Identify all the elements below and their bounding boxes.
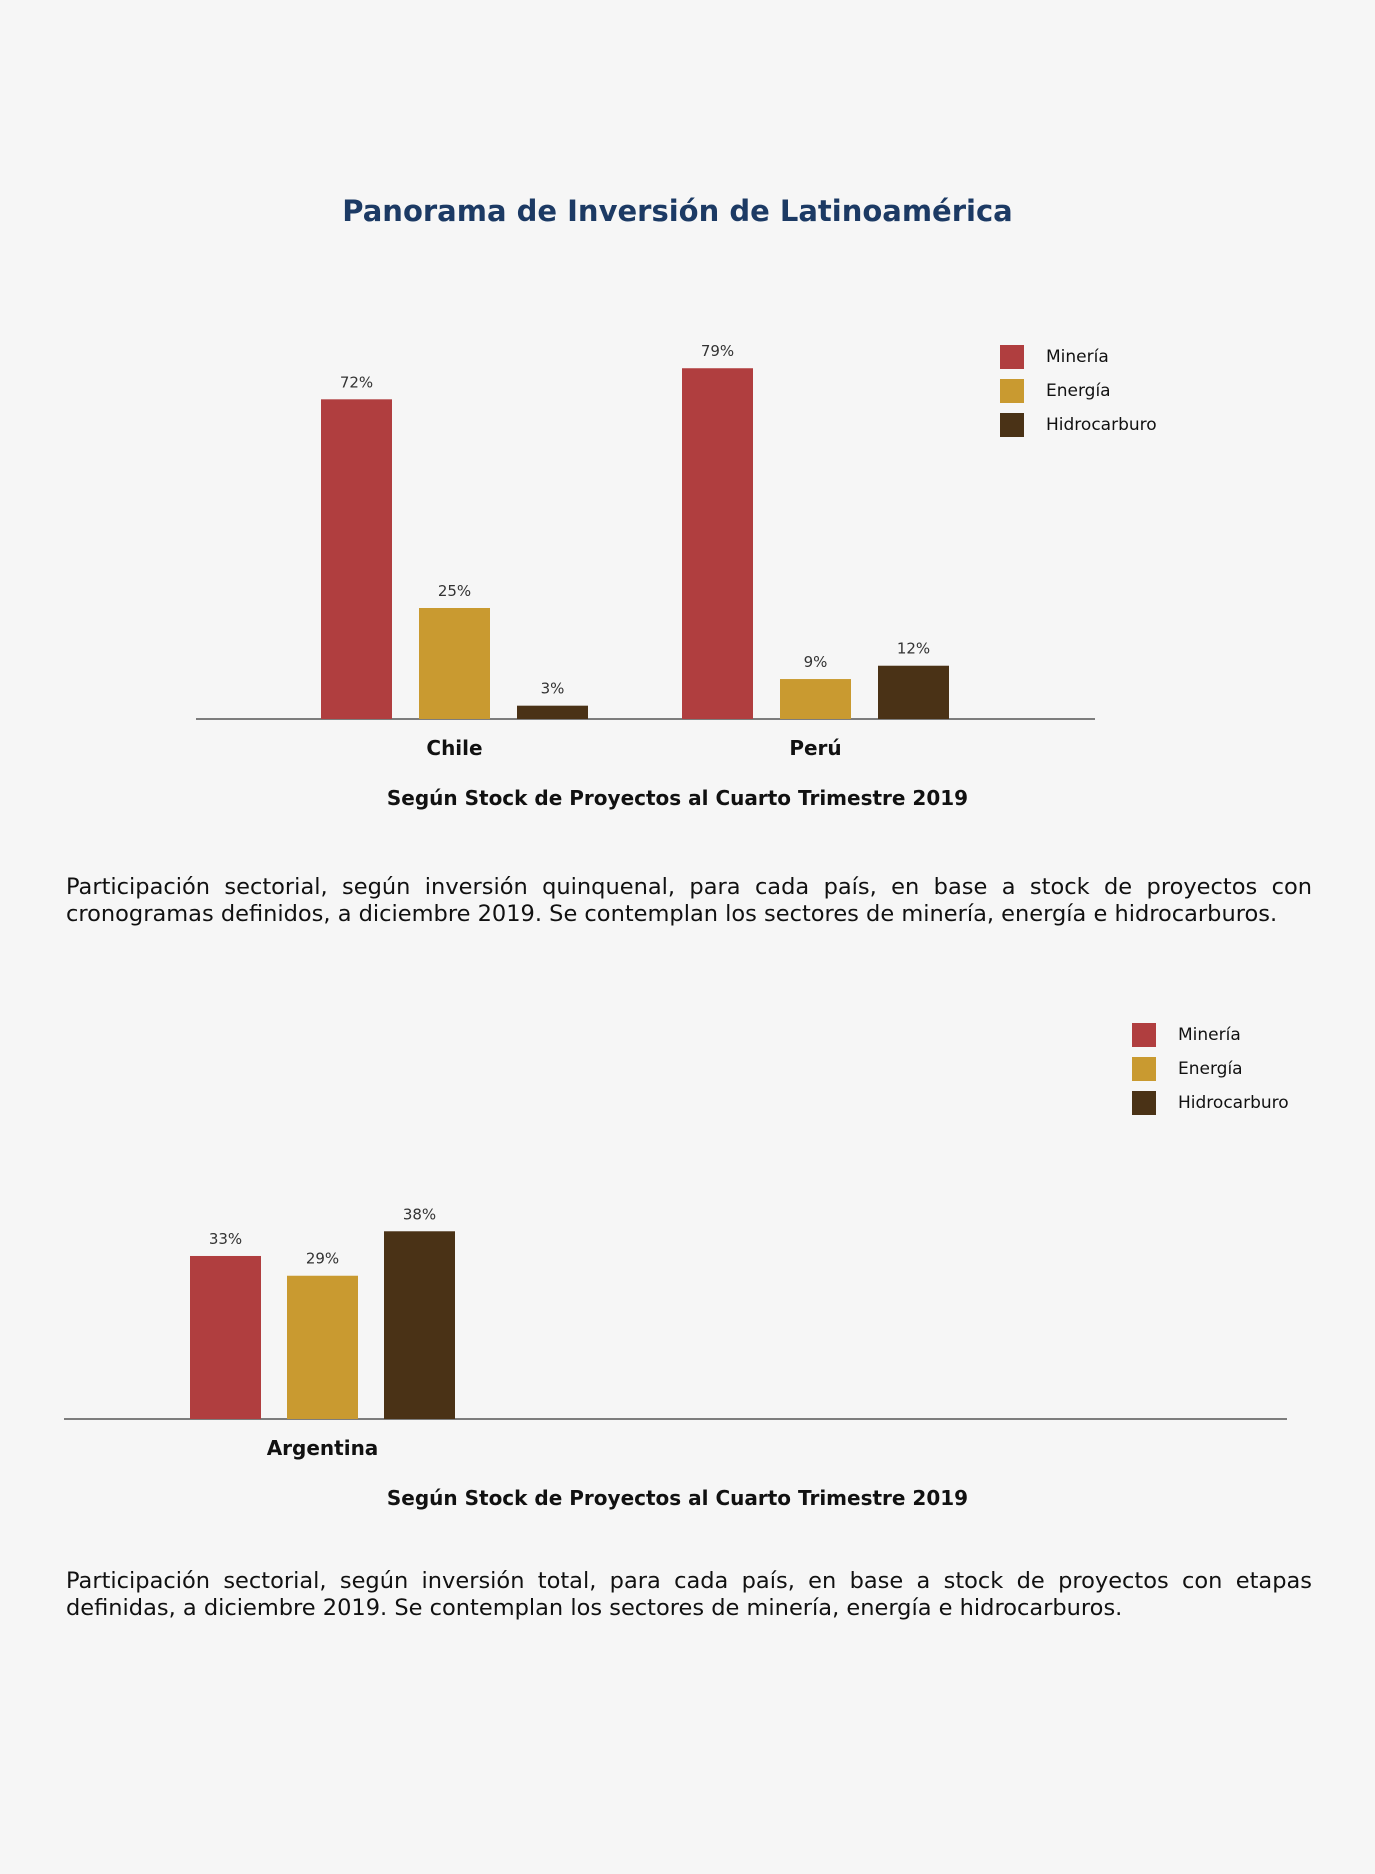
bar-chile-energia	[419, 608, 490, 719]
chart-1-description: Participación sectorial, según inversión…	[66, 874, 1312, 927]
data-label: 3%	[541, 680, 565, 698]
page-title: Panorama de Inversión de Latinoamérica	[342, 194, 1013, 228]
bar-chile-hidrocarburo	[517, 705, 588, 719]
legend-item-mineria: Minería	[1000, 340, 1157, 374]
data-label: 29%	[306, 1250, 339, 1268]
bar-peru-mineria	[682, 368, 753, 719]
bar-chile-mineria	[321, 399, 392, 719]
chart-2-description: Participación sectorial, según inversión…	[66, 1568, 1312, 1621]
chart-1-subtitle: Según Stock de Proyectos al Cuarto Trime…	[386, 786, 969, 810]
legend-item-energia: Energía	[1000, 374, 1157, 408]
legend-swatch-energia	[1000, 379, 1024, 403]
legend-swatch-mineria	[1000, 345, 1024, 369]
category-label: Perú	[789, 736, 841, 760]
chart-2-legend: Minería Energía Hidrocarburo	[1132, 1018, 1289, 1120]
data-label: 38%	[403, 1205, 436, 1223]
legend-label: Minería	[1178, 1025, 1241, 1045]
legend-item-energia: Energía	[1132, 1052, 1289, 1086]
data-label: 12%	[897, 640, 930, 658]
legend-label: Minería	[1046, 347, 1109, 367]
bar-argentina-energia	[287, 1275, 358, 1419]
legend-label: Hidrocarburo	[1046, 415, 1157, 435]
legend-label: Energía	[1046, 381, 1111, 401]
data-label: 72%	[340, 373, 373, 391]
legend-swatch-hidrocarburo	[1132, 1091, 1156, 1115]
bar-chart-argentina: 33% 29% 38% Argentina	[64, 1205, 1287, 1460]
data-label: 33%	[209, 1230, 242, 1248]
data-label: 79%	[701, 342, 734, 360]
chart-1-legend: Minería Energía Hidrocarburo	[1000, 340, 1157, 442]
category-label: Chile	[426, 736, 482, 760]
legend-item-hidrocarburo: Hidrocarburo	[1000, 408, 1157, 442]
legend-swatch-energia	[1132, 1057, 1156, 1081]
legend-item-hidrocarburo: Hidrocarburo	[1132, 1086, 1289, 1120]
data-label: 9%	[804, 653, 828, 671]
bar-argentina-hidrocarburo	[384, 1231, 455, 1419]
legend-swatch-hidrocarburo	[1000, 413, 1024, 437]
bar-argentina-mineria	[190, 1255, 261, 1419]
bar-peru-hidrocarburo	[878, 665, 949, 719]
category-label: Argentina	[267, 1436, 379, 1460]
legend-item-mineria: Minería	[1132, 1018, 1289, 1052]
chart-2-subtitle: Según Stock de Proyectos al Cuarto Trime…	[386, 1486, 969, 1510]
legend-label: Hidrocarburo	[1178, 1093, 1289, 1113]
legend-label: Energía	[1178, 1059, 1243, 1079]
data-label: 25%	[438, 582, 471, 600]
bar-chart-chile-peru: 72% 25% 3% Chile 79% 9% 12% Perú	[196, 342, 1095, 760]
legend-swatch-mineria	[1132, 1023, 1156, 1047]
bar-peru-energia	[780, 679, 851, 719]
